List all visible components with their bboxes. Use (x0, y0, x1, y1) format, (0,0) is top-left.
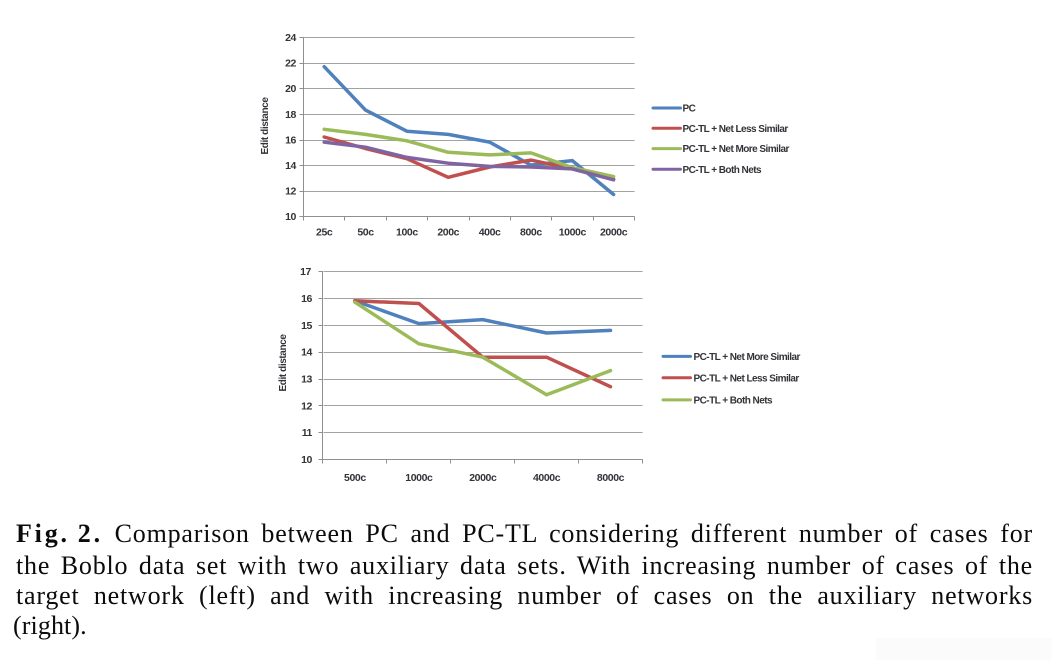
svg-text:PC-TL + Net More Similar: PC-TL + Net More Similar (683, 144, 790, 155)
svg-text:Edit distance: Edit distance (278, 334, 289, 392)
svg-text:16: 16 (285, 134, 296, 146)
svg-text:22: 22 (285, 58, 296, 70)
svg-text:PC-TL + Net Less Similar: PC-TL + Net Less Similar (694, 373, 800, 384)
svg-text:12: 12 (285, 185, 296, 197)
svg-text:12: 12 (301, 400, 312, 412)
svg-text:2000c: 2000c (600, 227, 628, 239)
svg-text:13: 13 (301, 374, 312, 386)
svg-text:PC-TL + Net More Similar: PC-TL + Net More Similar (694, 352, 801, 363)
svg-text:24: 24 (285, 32, 296, 44)
svg-text:PC-TL + Both Nets: PC-TL + Both Nets (694, 396, 774, 407)
svg-text:Edit distance: Edit distance (260, 97, 271, 155)
svg-text:11: 11 (302, 427, 313, 439)
svg-text:400c: 400c (479, 227, 501, 239)
svg-text:8000c: 8000c (597, 472, 625, 484)
svg-text:PC-TL + Net Less Similar: PC-TL + Net Less Similar (683, 124, 789, 135)
svg-text:14: 14 (301, 347, 312, 359)
svg-text:200c: 200c (437, 227, 459, 239)
svg-text:4000c: 4000c (533, 472, 561, 484)
svg-text:1000c: 1000c (405, 472, 433, 484)
svg-text:20: 20 (285, 83, 296, 95)
svg-text:16: 16 (301, 293, 312, 305)
svg-text:PC: PC (683, 104, 696, 115)
svg-text:2000c: 2000c (469, 472, 497, 484)
svg-text:10: 10 (301, 454, 312, 466)
svg-text:800c: 800c (520, 227, 542, 239)
svg-text:25c: 25c (316, 227, 333, 239)
svg-text:14: 14 (285, 160, 296, 172)
svg-text:1000c: 1000c (559, 227, 587, 239)
svg-text:100c: 100c (396, 227, 418, 239)
svg-text:PC-TL + Both Nets: PC-TL + Both Nets (683, 165, 763, 176)
svg-text:500c: 500c (344, 472, 366, 484)
svg-text:18: 18 (285, 109, 296, 121)
svg-text:15: 15 (301, 320, 312, 332)
svg-text:50c: 50c (357, 227, 374, 239)
svg-text:17: 17 (300, 266, 311, 278)
svg-text:10: 10 (285, 211, 296, 223)
